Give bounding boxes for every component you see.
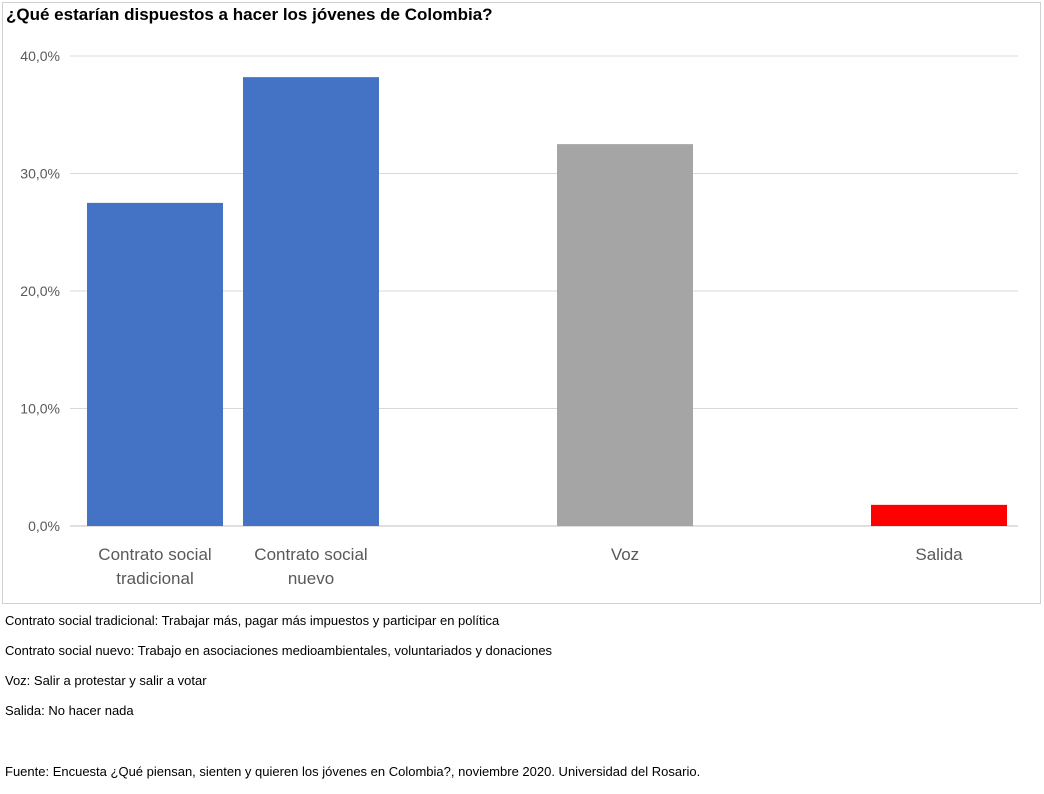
y-tick-label: 10,0% bbox=[20, 401, 60, 417]
chart-title: ¿Qué estarían dispuestos a hacer los jóv… bbox=[6, 5, 493, 24]
bar-chart: 0,0% 10,0% 20,0% 30,0% 40,0% Contrato social t… bbox=[20, 48, 1018, 588]
x-tick-label: Voz bbox=[611, 545, 639, 564]
y-tick-label: 30,0% bbox=[20, 166, 60, 182]
note-contrato-tradicional: Contrato social tradicional: Trabajar má… bbox=[5, 613, 500, 628]
note-contrato-nuevo: Contrato social nuevo: Trabajo en asocia… bbox=[5, 643, 553, 658]
bar bbox=[87, 202, 223, 526]
source-note: Fuente: Encuesta ¿Qué piensan, sienten y… bbox=[5, 764, 701, 779]
note-voz: Voz: Salir a protestar y salir a votar bbox=[5, 673, 207, 688]
y-tick-label: 0,0% bbox=[28, 518, 60, 534]
note-salida: Salida: No hacer nada bbox=[5, 703, 134, 718]
y-tick-label: 20,0% bbox=[20, 283, 60, 299]
x-tick-label: Salida bbox=[915, 545, 963, 564]
x-tick-label: Contrato social tradicional bbox=[98, 545, 211, 588]
y-tick-label: 40,0% bbox=[20, 48, 60, 64]
x-tick-label: Contrato social nuevo bbox=[254, 545, 367, 588]
bar bbox=[557, 144, 693, 526]
bar bbox=[243, 77, 379, 527]
bar bbox=[871, 504, 1007, 526]
